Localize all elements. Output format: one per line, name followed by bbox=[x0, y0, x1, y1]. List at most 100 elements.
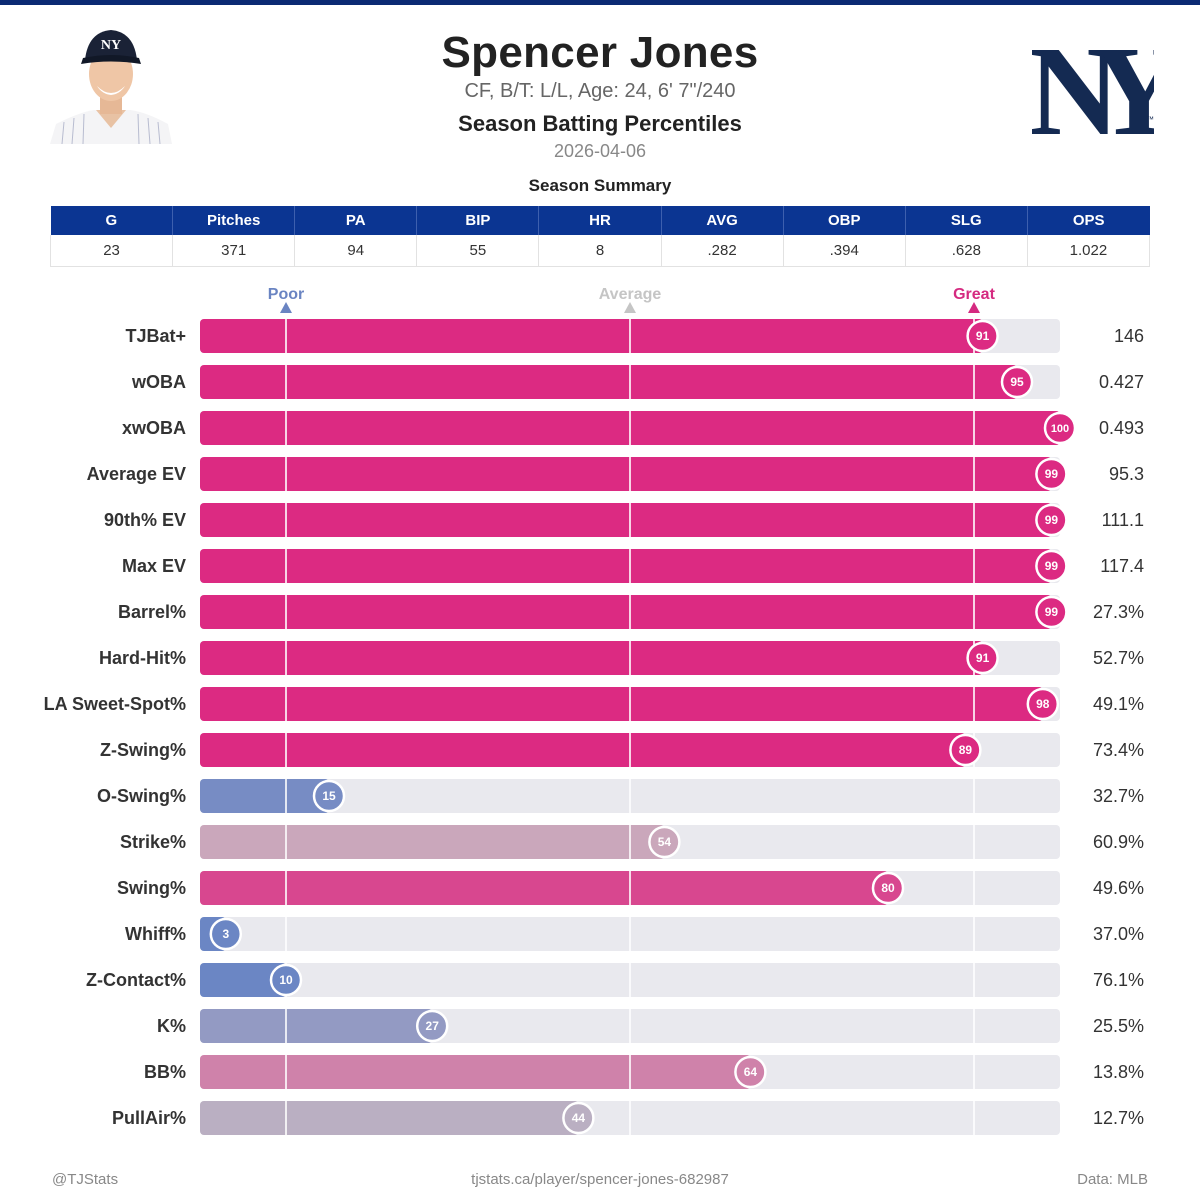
percentile-marker bbox=[966, 641, 999, 675]
metric-value: 27.3% bbox=[1093, 602, 1144, 622]
percentile-label: 91 bbox=[976, 651, 990, 665]
metric-value: 37.0% bbox=[1093, 924, 1144, 944]
metric-row: 95 wOBA 0.427 bbox=[131, 365, 1144, 399]
metric-value: 32.7% bbox=[1093, 786, 1144, 806]
percentile-marker bbox=[949, 733, 982, 767]
percentile-bar bbox=[200, 687, 1043, 721]
metric-label: Z-Swing% bbox=[100, 740, 186, 760]
percentile-label: 99 bbox=[1045, 559, 1059, 573]
summary-header-cell: OBP bbox=[782, 206, 906, 235]
metric-row: 99 Barrel% 27.3% bbox=[118, 595, 1144, 629]
metric-row: 100 xwOBA 0.493 bbox=[122, 411, 1144, 445]
percentile-label: 3 bbox=[222, 927, 229, 941]
metric-row: 27 K% 25.5% bbox=[157, 1009, 1144, 1043]
footer-handle: @TJStats bbox=[52, 1171, 119, 1188]
percentile-marker bbox=[562, 1101, 595, 1135]
summary-value-cell: 55 bbox=[416, 235, 539, 267]
percentile-bar bbox=[200, 825, 665, 859]
footer-url[interactable]: tjstats.ca/player/spencer-jones-682987 bbox=[471, 1171, 729, 1188]
percentile-label: 99 bbox=[1045, 467, 1059, 481]
percentile-marker bbox=[1043, 411, 1077, 445]
reference-marker-icon bbox=[968, 302, 980, 313]
metric-value: 0.493 bbox=[1099, 418, 1144, 438]
footer-source: Data: MLB bbox=[1077, 1171, 1148, 1188]
player-bio: CF, B/T: L/L, Age: 24, 6' 7"/240 bbox=[464, 80, 736, 102]
metric-label: wOBA bbox=[131, 372, 186, 392]
summary-header-cell: AVG bbox=[660, 206, 784, 235]
player-name: Spencer Jones bbox=[441, 28, 759, 77]
metric-label: 90th% EV bbox=[104, 510, 186, 530]
svg-text:™: ™ bbox=[1146, 115, 1154, 124]
percentile-label: 99 bbox=[1045, 605, 1059, 619]
metric-label: Z-Contact% bbox=[86, 970, 186, 990]
metric-label: xwOBA bbox=[122, 418, 186, 438]
percentile-marker bbox=[1035, 457, 1068, 491]
percentile-bar bbox=[200, 641, 983, 675]
metric-row: 10 Z-Contact% 76.1% bbox=[86, 963, 1144, 997]
metric-row: 99 Average EV 95.3 bbox=[87, 457, 1144, 491]
summary-header-cell: G bbox=[50, 206, 173, 235]
summary-header-cell: Pitches bbox=[172, 206, 295, 235]
percentile-marker bbox=[871, 871, 905, 905]
summary-header-row: G Pitches PA BIP HR AVG OBP SLG OPS bbox=[50, 206, 1150, 235]
summary-header-cell: BIP bbox=[416, 206, 539, 235]
metric-row: 64 BB% 13.8% bbox=[144, 1055, 1144, 1089]
percentile-bar bbox=[200, 871, 888, 905]
metric-row: 54 Strike% 60.9% bbox=[120, 825, 1144, 859]
summary-value-cell: 23 bbox=[49, 235, 173, 267]
percentile-label: 80 bbox=[881, 881, 895, 895]
summary-value-cell: 94 bbox=[294, 235, 417, 267]
metric-label: Strike% bbox=[120, 832, 186, 852]
metric-label: Barrel% bbox=[118, 602, 186, 622]
top-rule bbox=[0, 0, 1200, 5]
percentile-marker bbox=[1035, 503, 1068, 537]
percentile-marker bbox=[312, 779, 346, 813]
player-headshot: NY bbox=[50, 24, 172, 144]
percentile-label: 91 bbox=[976, 329, 990, 343]
reference-marker-icon bbox=[624, 302, 636, 313]
metric-row: 91 Hard-Hit% 52.7% bbox=[99, 641, 1144, 675]
percentile-marker bbox=[734, 1055, 767, 1089]
metric-row: 44 PullAir% 12.7% bbox=[112, 1101, 1144, 1135]
percentile-bar bbox=[200, 365, 1017, 399]
percentile-bar bbox=[200, 595, 1052, 629]
team-logo-mark: NY bbox=[1032, 22, 1154, 146]
metric-label: Swing% bbox=[117, 878, 186, 898]
metric-value: 111.1 bbox=[1102, 510, 1144, 530]
metric-value: 73.4% bbox=[1093, 740, 1144, 760]
percentile-label: 64 bbox=[744, 1065, 758, 1079]
metric-value: 13.8% bbox=[1093, 1062, 1144, 1082]
metric-value: 76.1% bbox=[1093, 970, 1144, 990]
svg-text:NY: NY bbox=[101, 38, 121, 53]
metric-value: 95.3 bbox=[1109, 464, 1144, 484]
summary-header-cell: HR bbox=[538, 206, 662, 235]
metric-value: 60.9% bbox=[1093, 832, 1144, 852]
percentile-bar bbox=[200, 503, 1052, 537]
percentile-marker bbox=[1035, 595, 1068, 629]
metric-row: 91 TJBat+ 146 bbox=[125, 319, 1144, 353]
metric-row: 89 Z-Swing% 73.4% bbox=[100, 733, 1144, 767]
metric-label: BB% bbox=[144, 1062, 186, 1082]
summary-value-cell: .282 bbox=[660, 235, 784, 267]
metric-label: TJBat+ bbox=[125, 326, 186, 346]
metric-label: Whiff% bbox=[125, 924, 186, 944]
percentile-bar bbox=[200, 1101, 579, 1135]
percentile-bar bbox=[200, 779, 329, 813]
team-logo: NY ™ bbox=[1032, 22, 1154, 146]
summary-title: Season Summary bbox=[528, 176, 672, 195]
reference-label-great: Great bbox=[953, 286, 995, 303]
metric-value: 49.6% bbox=[1093, 878, 1144, 898]
metric-value: 25.5% bbox=[1093, 1016, 1144, 1036]
percentile-marker bbox=[415, 1009, 449, 1043]
metric-value: 117.4 bbox=[1100, 556, 1144, 576]
percentile-label: 15 bbox=[322, 789, 336, 803]
percentile-label: 98 bbox=[1036, 697, 1050, 711]
percentile-marker bbox=[1000, 365, 1034, 399]
metric-label: Max EV bbox=[122, 556, 186, 576]
percentile-label: 99 bbox=[1045, 513, 1059, 527]
metric-label: Hard-Hit% bbox=[99, 648, 186, 668]
percentile-marker bbox=[1035, 549, 1068, 583]
summary-value-cell: .394 bbox=[782, 235, 906, 267]
metric-value: 49.1% bbox=[1093, 694, 1144, 714]
